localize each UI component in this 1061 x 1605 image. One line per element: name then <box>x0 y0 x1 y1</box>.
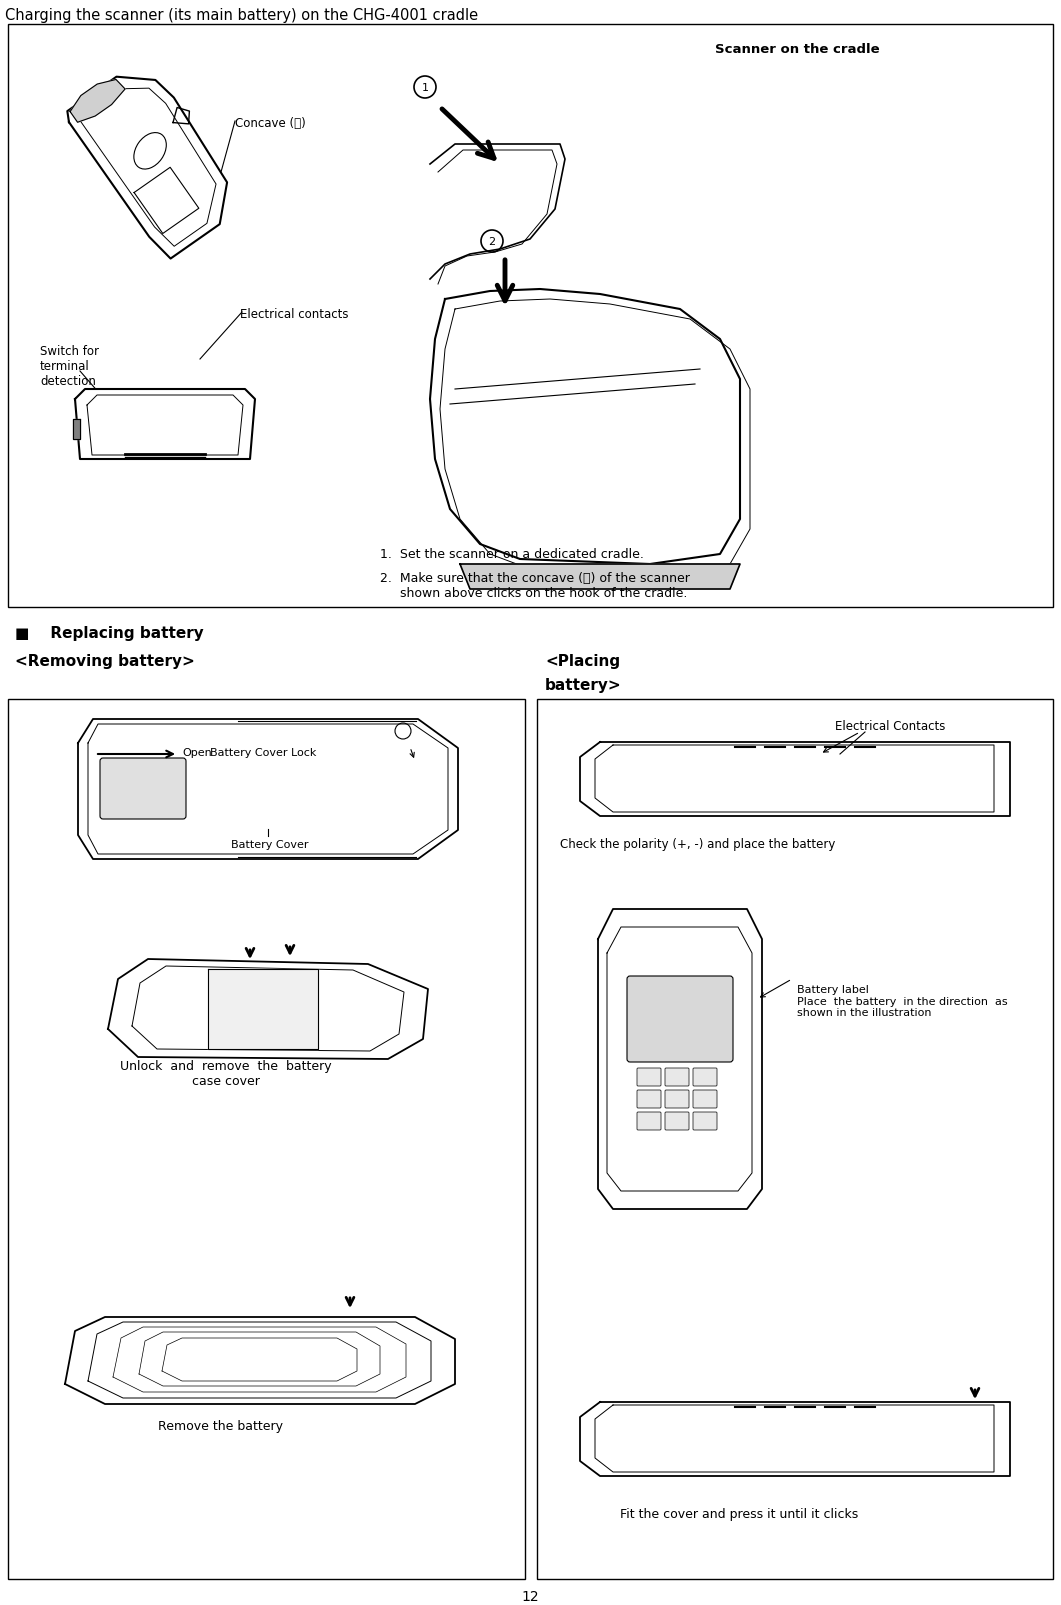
FancyBboxPatch shape <box>627 976 733 1063</box>
Bar <box>8 700 525 1579</box>
Text: Electrical contacts: Electrical contacts <box>240 308 348 321</box>
FancyBboxPatch shape <box>693 1069 717 1087</box>
Text: <Placing: <Placing <box>545 653 620 669</box>
Polygon shape <box>67 77 227 260</box>
FancyBboxPatch shape <box>693 1090 717 1109</box>
Text: Concave (凹): Concave (凹) <box>234 117 306 130</box>
Polygon shape <box>65 1318 455 1404</box>
Text: 1: 1 <box>421 83 429 93</box>
FancyBboxPatch shape <box>665 1090 689 1109</box>
Bar <box>537 700 1053 1579</box>
Polygon shape <box>430 144 566 279</box>
Text: Scanner on the cradle: Scanner on the cradle <box>715 43 880 56</box>
FancyBboxPatch shape <box>637 1090 661 1109</box>
Polygon shape <box>75 390 255 459</box>
Polygon shape <box>580 1403 1010 1477</box>
FancyBboxPatch shape <box>665 1069 689 1087</box>
FancyBboxPatch shape <box>637 1069 661 1087</box>
FancyBboxPatch shape <box>637 1112 661 1130</box>
Text: Battery Cover: Battery Cover <box>231 839 309 849</box>
Text: Unlock  and  remove  the  battery
case cover: Unlock and remove the battery case cover <box>120 1059 332 1087</box>
Text: 2: 2 <box>488 238 495 247</box>
Text: Battery Cover Lock: Battery Cover Lock <box>210 748 316 758</box>
FancyBboxPatch shape <box>100 759 186 820</box>
Polygon shape <box>70 80 125 124</box>
Bar <box>8 26 1053 608</box>
Text: Battery label
Place  the battery  in the direction  as
shown in the illustration: Battery label Place the battery in the d… <box>797 984 1008 1018</box>
Polygon shape <box>460 565 740 589</box>
Text: Open: Open <box>182 748 212 758</box>
Polygon shape <box>580 743 1010 817</box>
Text: Charging the scanner (its main battery) on the CHG-4001 cradle: Charging the scanner (its main battery) … <box>5 8 479 22</box>
Text: Remove the battery: Remove the battery <box>158 1419 283 1432</box>
Text: Fit the cover and press it until it clicks: Fit the cover and press it until it clic… <box>620 1507 858 1520</box>
FancyBboxPatch shape <box>693 1112 717 1130</box>
Text: Check the polarity (+, -) and place the battery: Check the polarity (+, -) and place the … <box>560 838 835 851</box>
Polygon shape <box>79 719 458 859</box>
Polygon shape <box>208 969 318 1050</box>
FancyBboxPatch shape <box>665 1112 689 1130</box>
Polygon shape <box>598 910 762 1209</box>
Text: <Removing battery>: <Removing battery> <box>15 653 195 669</box>
Text: 2.  Make sure that the concave (凹) of the scanner
     shown above clicks on the: 2. Make sure that the concave (凹) of the… <box>380 571 690 600</box>
Text: Switch for
terminal
detection: Switch for terminal detection <box>40 345 99 388</box>
Text: battery>: battery> <box>545 677 622 693</box>
Text: 1.  Set the scanner on a dedicated cradle.: 1. Set the scanner on a dedicated cradle… <box>380 547 644 560</box>
Text: 12: 12 <box>521 1589 539 1603</box>
Polygon shape <box>430 291 740 565</box>
Polygon shape <box>73 421 80 440</box>
Text: ■    Replacing battery: ■ Replacing battery <box>15 626 204 640</box>
Polygon shape <box>108 960 428 1059</box>
Text: Electrical Contacts: Electrical Contacts <box>835 719 945 732</box>
